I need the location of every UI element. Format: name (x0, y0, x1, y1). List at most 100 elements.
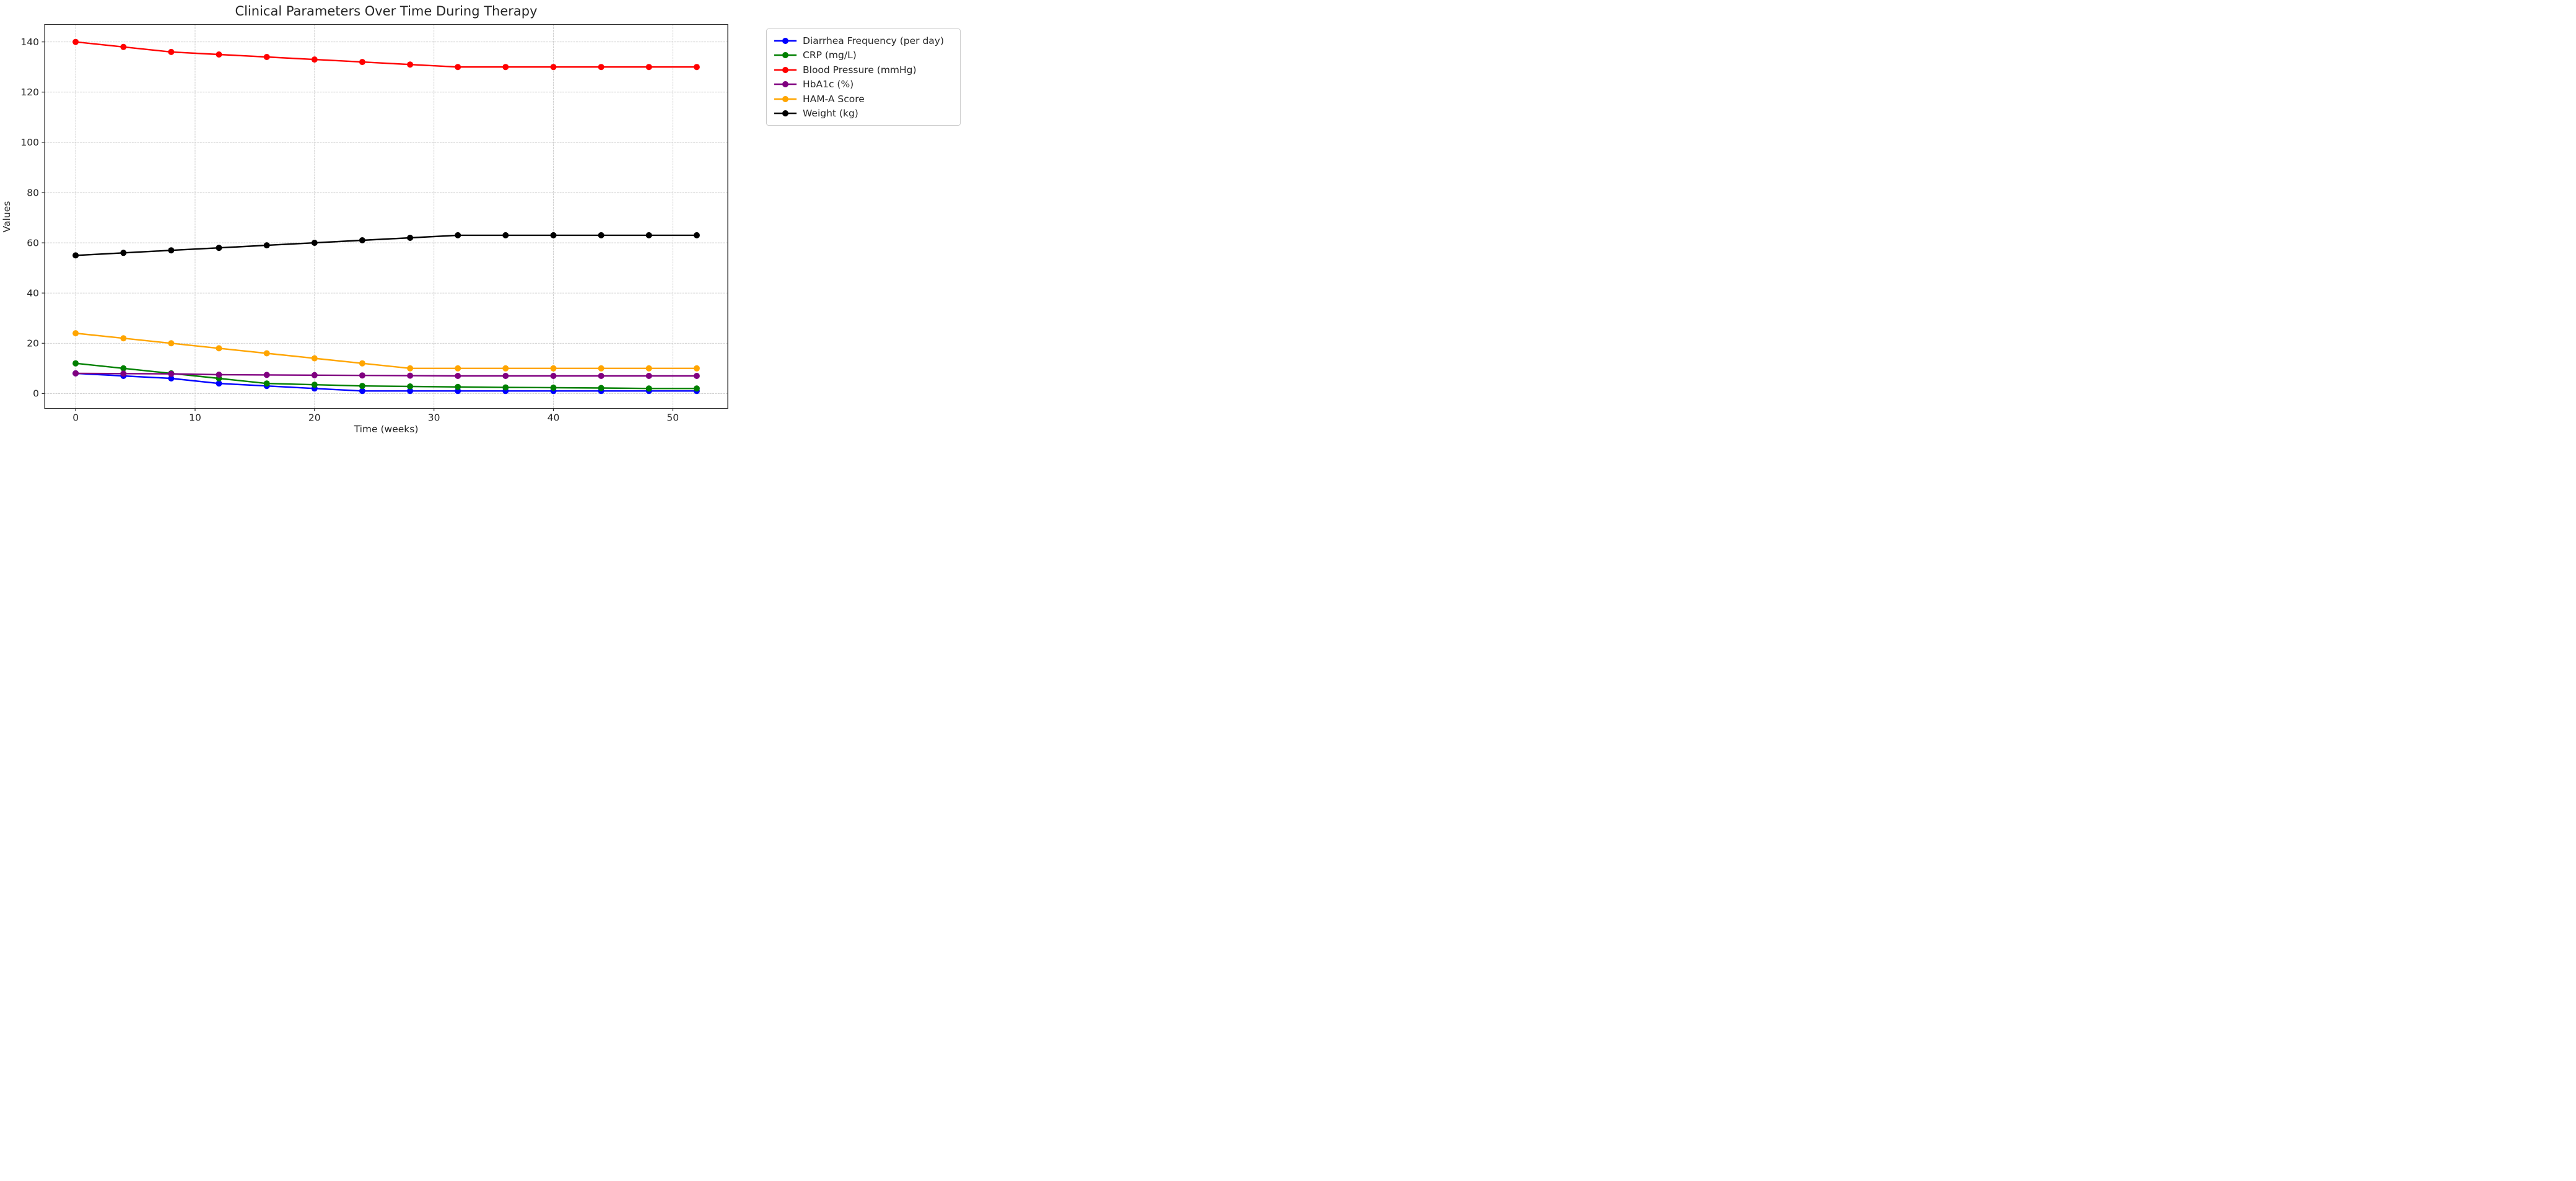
data-point (693, 365, 700, 372)
data-point (120, 365, 127, 372)
x-tick-label: 30 (428, 412, 440, 424)
data-point (120, 335, 127, 342)
data-point (693, 64, 700, 71)
legend-label: CRP (mg/L) (803, 50, 857, 61)
series-line (74, 372, 698, 392)
x-tick-label: 20 (308, 412, 321, 424)
data-point (359, 59, 365, 66)
legend-item-ham-a-score: HAM-A Score (773, 92, 954, 107)
data-point (263, 242, 270, 249)
y-tick-label: 100 (20, 137, 39, 148)
data-point (598, 64, 605, 71)
series-line (74, 372, 698, 377)
data-point (407, 365, 414, 372)
legend-line-marker-icon (774, 110, 797, 117)
data-point (72, 370, 79, 377)
data-point (120, 370, 127, 377)
data-point (693, 385, 700, 392)
data-point (407, 61, 414, 68)
series-hba1c (72, 370, 700, 379)
legend-item-crp-mg-l: CRP (mg/L) (773, 48, 954, 63)
data-point (120, 250, 127, 256)
data-point (311, 355, 318, 362)
data-point (216, 345, 222, 352)
legend-line-marker-icon (774, 81, 797, 88)
data-point (216, 380, 222, 387)
y-tick-label: 20 (27, 338, 39, 349)
data-point (407, 235, 414, 241)
data-point (72, 38, 79, 45)
data-point (693, 373, 700, 379)
data-point (120, 43, 127, 50)
data-point (645, 232, 652, 238)
data-point (502, 232, 509, 238)
data-point (263, 380, 270, 387)
data-point (359, 383, 365, 390)
data-point (168, 375, 175, 381)
data-point (311, 240, 318, 246)
x-tick-label: 50 (666, 412, 679, 424)
data-point (359, 372, 365, 379)
data-point (455, 64, 461, 71)
y-tick-label: 60 (27, 237, 39, 248)
data-point (311, 381, 318, 388)
data-point (168, 247, 175, 254)
data-point (502, 373, 509, 379)
data-point (598, 232, 605, 238)
legend-line-marker-icon (774, 37, 797, 44)
data-point (598, 365, 605, 372)
data-point (502, 384, 509, 391)
data-point (598, 373, 605, 379)
clinical-parameters-chart: 0 10 20 30 40 50 0 20 40 60 80 100 120 140 Clinical P… (0, 0, 966, 443)
series-line (74, 234, 698, 256)
data-point (502, 365, 509, 372)
data-point (311, 56, 318, 63)
data-point (598, 385, 605, 391)
y-tick-label: 80 (27, 187, 39, 198)
data-point (455, 365, 461, 372)
data-point (72, 252, 79, 259)
data-point (72, 360, 79, 367)
x-axis-label: Time (weeks) (354, 424, 419, 435)
data-point (455, 383, 461, 390)
plot-frame (44, 24, 728, 409)
data-point (550, 64, 557, 71)
legend-label: HbA1c (%) (803, 79, 854, 90)
data-point (263, 350, 270, 357)
data-point (502, 64, 509, 71)
legend-line-marker-icon (774, 95, 797, 102)
data-point (72, 330, 79, 337)
data-point (168, 48, 175, 55)
legend-item-hba1c: HbA1c (%) (773, 77, 954, 92)
x-tick-label: 10 (189, 412, 201, 424)
data-point (455, 373, 461, 379)
data-point (693, 232, 700, 238)
data-point (455, 232, 461, 238)
data-point (550, 365, 557, 372)
data-point (168, 340, 175, 347)
y-tick-label: 0 (33, 388, 39, 399)
data-point (550, 385, 557, 391)
data-point (550, 373, 557, 379)
chart-title: Clinical Parameters Over Time During The… (235, 4, 538, 19)
series-weight-kg (72, 232, 700, 259)
series-line (74, 332, 698, 369)
legend-line-marker-icon (774, 52, 797, 59)
data-point (359, 388, 365, 394)
data-point (645, 373, 652, 379)
data-point (168, 370, 175, 377)
legend: Diarrhea Frequency (per day) CRP (mg/L) Bl… (766, 28, 961, 126)
data-point (216, 245, 222, 251)
line-chart-plot: 0 10 20 30 40 50 0 20 40 60 80 100 120 140 (20, 24, 728, 424)
y-axis-label: Values (1, 201, 12, 233)
data-point (407, 383, 414, 390)
y-tick-label: 40 (27, 287, 39, 299)
y-tick-label: 120 (20, 87, 39, 98)
legend-item-blood-pressure-mmhg: Blood Pressure (mmHg) (773, 63, 954, 77)
data-point (263, 372, 270, 378)
series-line (74, 41, 698, 68)
data-point (359, 237, 365, 243)
data-point (216, 372, 222, 378)
legend-item-diarrhea-frequency-per-day: Diarrhea Frequency (per day) (773, 33, 954, 48)
legend-line-marker-icon (774, 66, 797, 73)
